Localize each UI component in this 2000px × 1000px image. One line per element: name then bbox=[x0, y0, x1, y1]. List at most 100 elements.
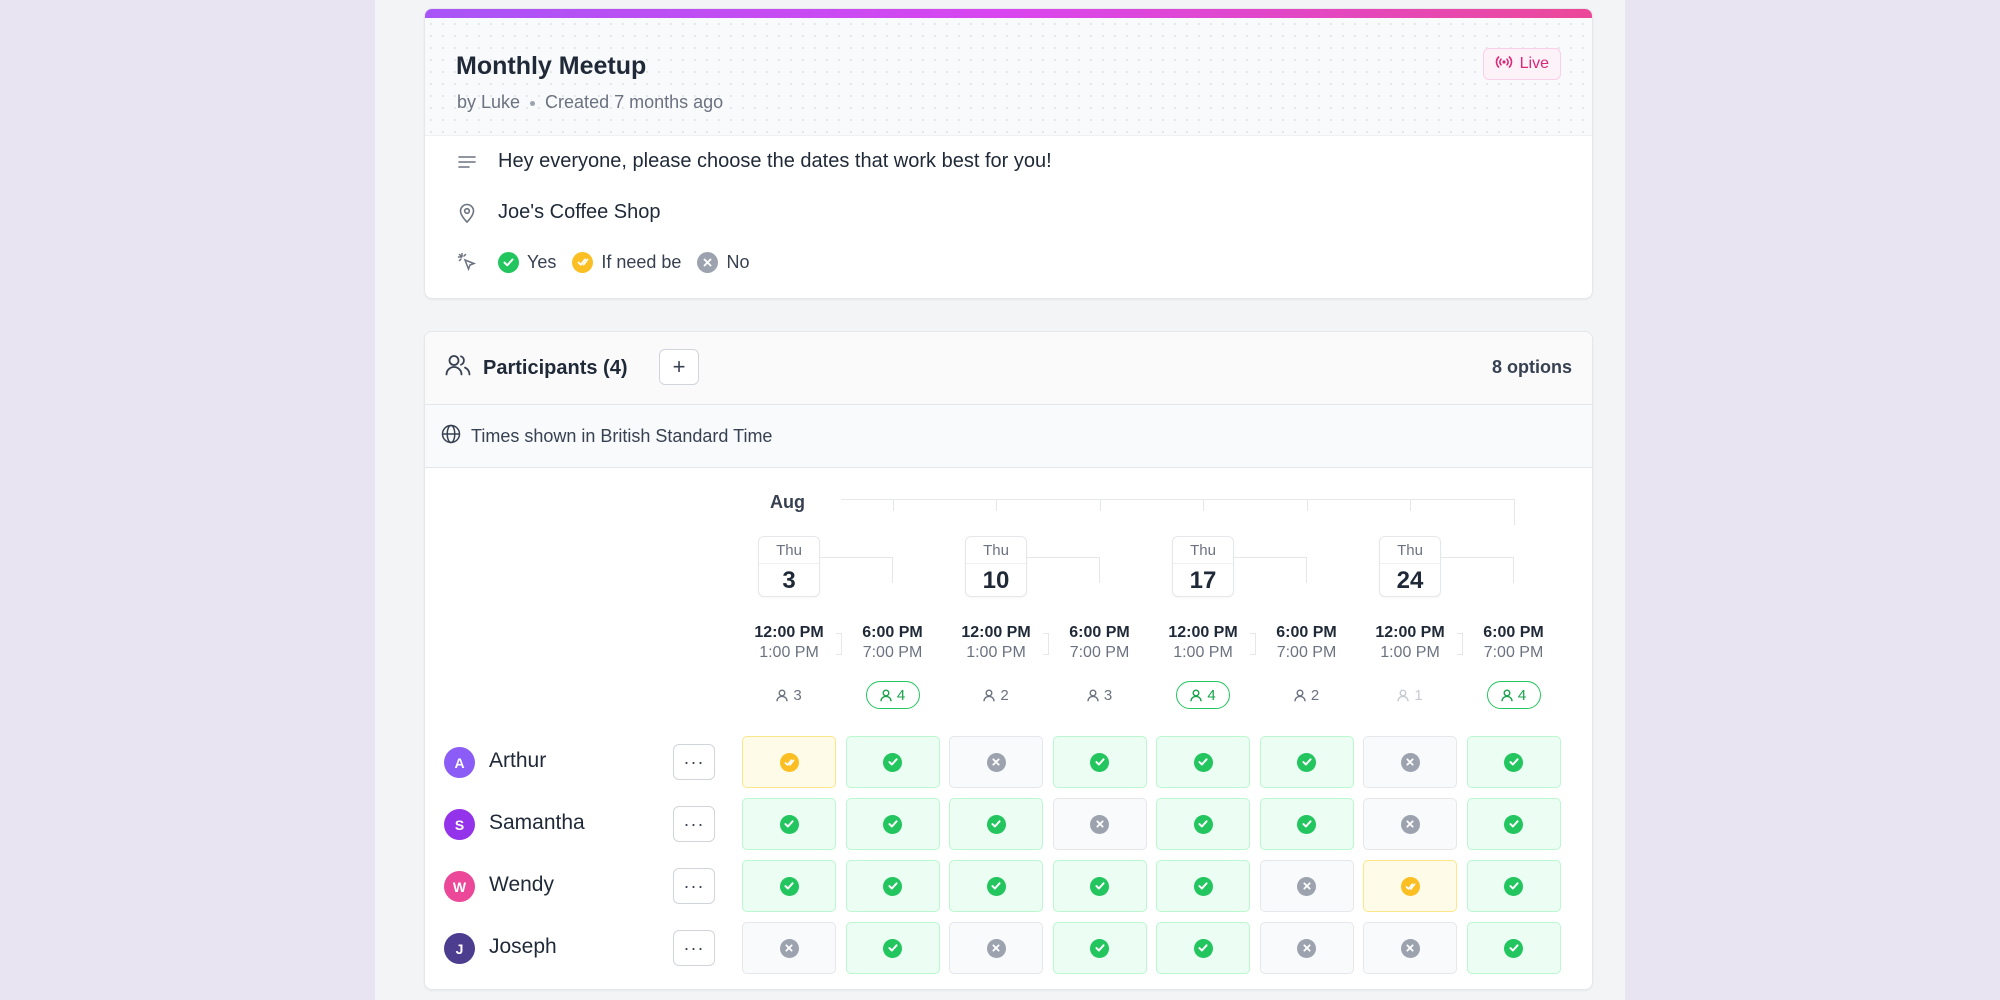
participant-row: J Joseph ··· bbox=[425, 920, 1592, 974]
vote-cell-no bbox=[1363, 798, 1457, 850]
vote-cell-no bbox=[949, 736, 1043, 788]
vote-cell-yes bbox=[845, 922, 940, 974]
participant-more-button[interactable]: ··· bbox=[673, 868, 715, 904]
time-bracket bbox=[1042, 633, 1049, 655]
time-bracket bbox=[1456, 633, 1463, 655]
option-participant-count: 4 bbox=[1486, 681, 1541, 709]
participant-more-button[interactable]: ··· bbox=[673, 744, 715, 780]
if-need-be-icon bbox=[572, 251, 594, 273]
legend-if-need-be-label: If need be bbox=[601, 251, 682, 272]
option-count-value: 2 bbox=[1310, 686, 1320, 704]
poll-title: Monthly Meetup bbox=[456, 52, 647, 80]
time-bracket bbox=[1249, 633, 1256, 655]
legend-row: Yes If need be No bbox=[456, 251, 765, 273]
date-weekday: Thu bbox=[966, 537, 1026, 564]
x-circle-icon bbox=[986, 938, 1006, 958]
option-participant-count: 2 bbox=[972, 681, 1020, 709]
option-end-time: 7:00 PM bbox=[1483, 644, 1544, 661]
date-header: Thu 10 bbox=[965, 536, 1027, 597]
avatar: W bbox=[444, 871, 475, 902]
participant-name: Wendy bbox=[489, 873, 554, 896]
date-connector bbox=[820, 557, 893, 583]
date-header: Thu 17 bbox=[1172, 536, 1234, 597]
check-circle-icon bbox=[1090, 752, 1109, 772]
status-badge: Live bbox=[1482, 48, 1561, 80]
vote-cell-ifneedbe bbox=[1363, 860, 1457, 912]
status-badge-label: Live bbox=[1519, 55, 1549, 72]
month-connector-tick bbox=[1410, 499, 1411, 511]
legend-yes-label: Yes bbox=[527, 251, 557, 272]
option-end-time: 1:00 PM bbox=[966, 644, 1026, 661]
vote-cell-yes bbox=[845, 860, 940, 912]
date-connector bbox=[1234, 557, 1307, 583]
check-circle-icon bbox=[1504, 752, 1523, 772]
user-icon bbox=[880, 689, 892, 701]
vote-cell-no bbox=[1363, 736, 1457, 788]
month-connector-tick bbox=[1099, 499, 1101, 511]
map-pin-icon bbox=[456, 202, 478, 224]
legend-if-need-be: If need be bbox=[572, 251, 682, 273]
vote-cell-yes bbox=[845, 736, 940, 788]
month-connector-tick bbox=[892, 499, 894, 511]
if-need-be-icon bbox=[779, 752, 799, 772]
x-circle-icon bbox=[1297, 938, 1316, 958]
option-count-value: 4 bbox=[1517, 686, 1527, 704]
vote-cell-yes bbox=[742, 798, 836, 850]
user-icon bbox=[1087, 689, 1099, 701]
vote-cell-yes bbox=[1052, 736, 1147, 788]
add-participant-button[interactable]: + bbox=[659, 349, 699, 385]
option-time: 12:00 PM 1:00 PM bbox=[1363, 624, 1457, 662]
user-icon bbox=[776, 689, 789, 701]
month-connector-tick bbox=[1513, 499, 1515, 525]
avatar: S bbox=[444, 809, 475, 840]
participant-name: Joseph bbox=[489, 935, 557, 958]
option-end-time: 7:00 PM bbox=[1069, 644, 1130, 661]
legend-yes: Yes bbox=[498, 251, 557, 273]
month-connector-tick bbox=[996, 499, 997, 511]
description-row: Hey everyone, please choose the dates th… bbox=[456, 150, 1052, 173]
x-circle-icon bbox=[1400, 752, 1420, 772]
participant-more-button[interactable]: ··· bbox=[673, 930, 715, 966]
participant-name: Samantha bbox=[489, 811, 585, 834]
check-circle-icon bbox=[883, 752, 902, 772]
option-time: 6:00 PM 7:00 PM bbox=[1260, 624, 1354, 662]
participant-more-button[interactable]: ··· bbox=[673, 806, 715, 842]
participants-card: Participants (4) + 8 options Times shown… bbox=[424, 331, 1593, 990]
vote-cell-no bbox=[1363, 922, 1457, 974]
option-start-time: 6:00 PM bbox=[1483, 624, 1544, 641]
x-circle-icon bbox=[1090, 814, 1109, 834]
date-day: 10 bbox=[982, 567, 1010, 594]
location-row: Joe's Coffee Shop bbox=[456, 201, 660, 224]
broadcast-icon bbox=[1495, 55, 1513, 74]
vote-cell-no bbox=[742, 922, 836, 974]
date-day: 24 bbox=[1396, 567, 1424, 594]
time-bracket bbox=[835, 633, 842, 655]
option-count-value: 2 bbox=[1000, 686, 1009, 704]
check-circle-icon bbox=[1090, 876, 1109, 896]
month-label: Aug bbox=[770, 492, 805, 512]
option-participant-count: 2 bbox=[1283, 681, 1331, 709]
accent-bar bbox=[425, 9, 1592, 18]
option-participant-count: 3 bbox=[1076, 681, 1124, 709]
timezone-bar[interactable]: Times shown in British Standard Time bbox=[425, 405, 1592, 468]
poll-header: Monthly Meetup by Luke Created 7 months a… bbox=[425, 18, 1592, 136]
check-circle-icon bbox=[1297, 752, 1316, 772]
option-end-time: 1:00 PM bbox=[759, 644, 819, 661]
vote-cell-yes bbox=[1156, 860, 1250, 912]
availability-grid: Aug Thu 3 Thu 10 Thu 17 Thu 24 12:00 PM 1:00 PM 3 6… bbox=[425, 468, 1592, 989]
users-icon bbox=[445, 354, 471, 382]
vote-cell-no bbox=[1259, 860, 1354, 912]
check-circle-icon bbox=[883, 938, 902, 958]
option-end-time: 7:00 PM bbox=[1276, 644, 1337, 661]
x-circle-icon bbox=[986, 752, 1006, 772]
vote-cell-no bbox=[1052, 798, 1147, 850]
option-time: 6:00 PM 7:00 PM bbox=[1053, 624, 1147, 662]
pointer-click-icon bbox=[456, 251, 478, 273]
poll-author: by Luke bbox=[457, 92, 521, 112]
check-circle-icon bbox=[986, 814, 1006, 834]
poll-meta: by Luke Created 7 months ago bbox=[457, 92, 723, 113]
avatar: A bbox=[444, 747, 475, 778]
avatar: J bbox=[444, 933, 475, 964]
options-count: 8 options bbox=[1492, 357, 1572, 377]
x-circle-icon bbox=[779, 938, 799, 958]
